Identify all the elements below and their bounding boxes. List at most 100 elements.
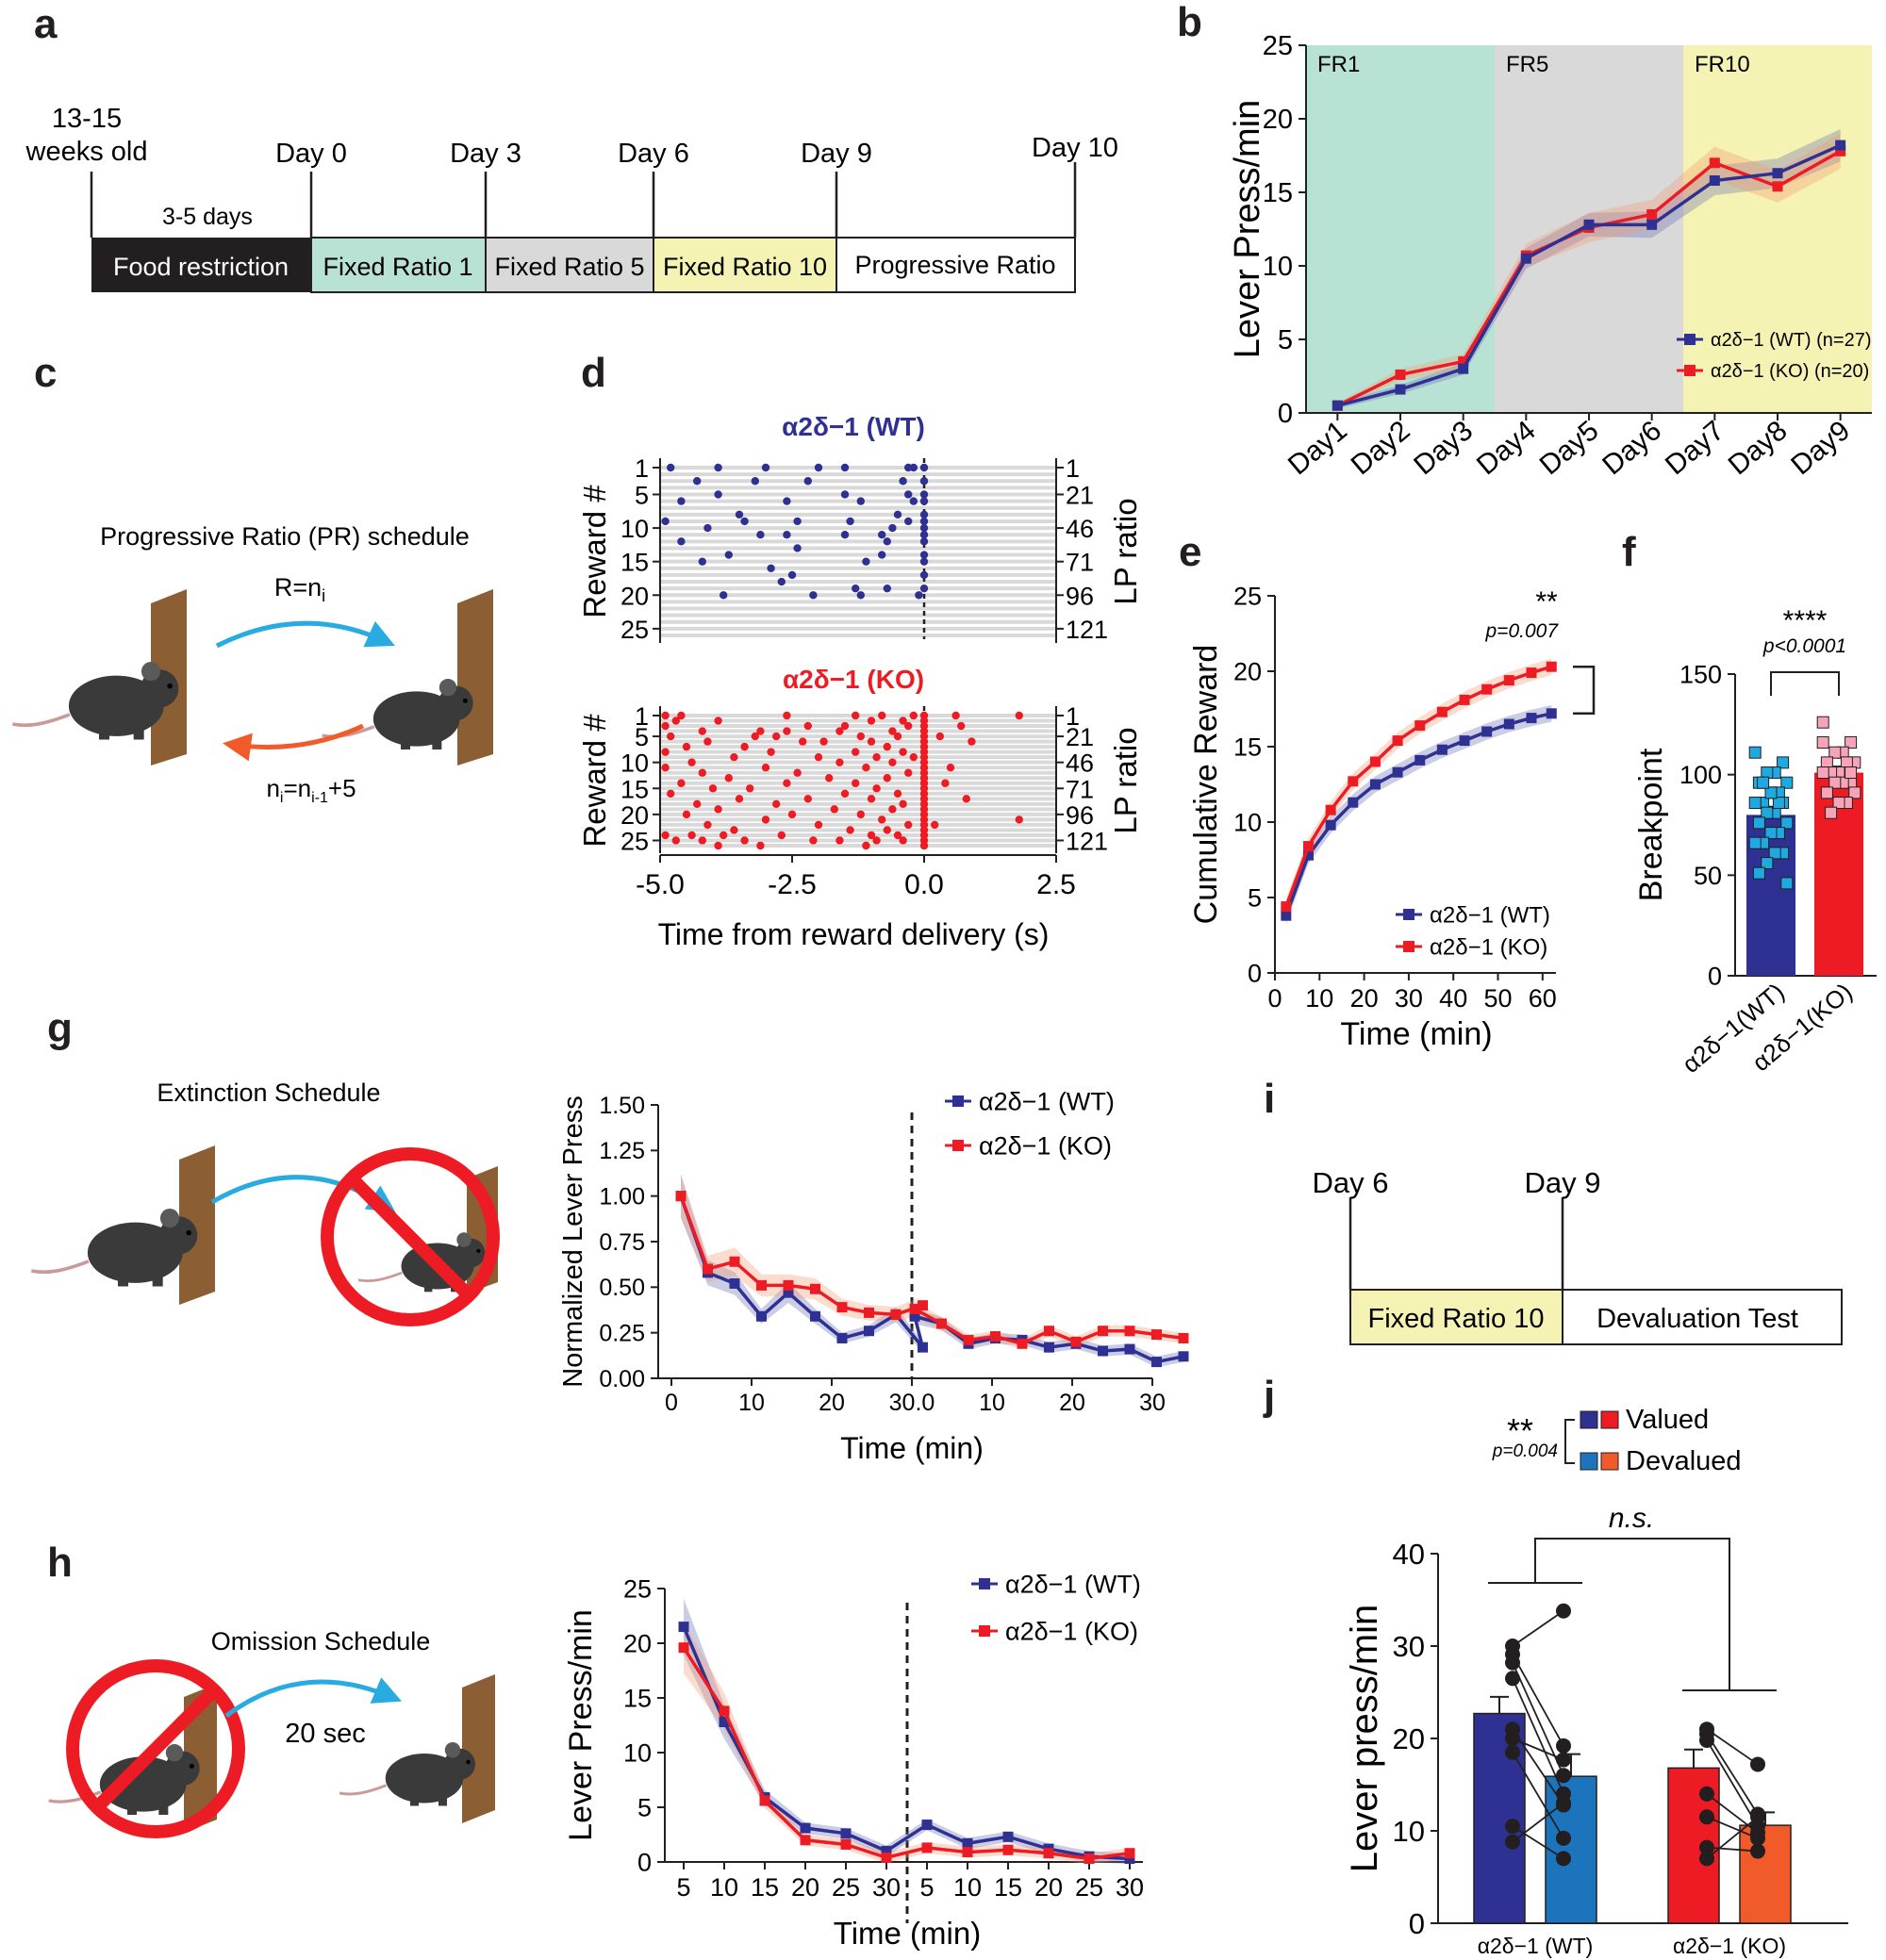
y-axis-label: Normalized Lever Press <box>558 1095 588 1387</box>
data-point <box>936 1318 947 1329</box>
x-tick-label: Day4 <box>1471 415 1542 481</box>
x-tick-label: α2δ−1 (KO) <box>1673 1934 1786 1958</box>
ns-label: n.s. <box>1609 1503 1654 1534</box>
lever-press-dot <box>751 732 759 741</box>
lever-press-dot <box>888 523 897 533</box>
subject-point <box>1505 1834 1520 1850</box>
phase-label: FR10 <box>1695 52 1750 77</box>
individual-point <box>1828 776 1842 789</box>
y-tick-label-right: 121 <box>1066 616 1108 644</box>
phase-fixed-ratio-1: Fixed Ratio 1 <box>323 253 472 281</box>
subject-pair-line <box>1512 1654 1564 1747</box>
subject-point <box>1750 1809 1765 1825</box>
legend-label-valued: Valued <box>1626 1405 1709 1435</box>
data-point <box>963 1334 974 1345</box>
y-tick-label: 0.25 <box>599 1320 645 1346</box>
x-tick-label: Day9 <box>1785 415 1856 481</box>
sem-band <box>1337 128 1841 409</box>
data-point <box>678 1642 689 1654</box>
lever-press-dot <box>909 711 918 720</box>
lever-press-dot <box>835 836 844 845</box>
y-tick-label-right: 21 <box>1066 723 1094 751</box>
data-point <box>1526 713 1537 724</box>
lever-press-dot <box>671 716 680 725</box>
lever-press-dot <box>883 537 891 546</box>
data-point <box>1124 1343 1135 1355</box>
lever-press-dot <box>852 711 860 720</box>
data-point <box>1325 819 1336 831</box>
subject-point <box>1556 1768 1571 1784</box>
lever-press-dot <box>777 831 786 840</box>
y-tick-label: 1 <box>635 702 649 731</box>
lever-press-dot <box>767 564 775 572</box>
pr-schedule-illustration: Progressive Ratio (PR) schedule R=ni ni=… <box>10 522 493 806</box>
data-point <box>962 1837 973 1849</box>
legend-ko-label: α2δ−1 (KO) <box>1005 1617 1138 1645</box>
data-point <box>1546 708 1557 719</box>
subject-pair-line <box>1706 1816 1759 1860</box>
lever-press-dot <box>682 742 691 751</box>
lever-press-dot <box>661 748 670 756</box>
y-tick-label: 150 <box>1679 660 1722 688</box>
y-tick-label: 5 <box>1248 883 1262 912</box>
lever-press-dot <box>677 537 686 546</box>
lever-press-dot <box>661 831 670 840</box>
data-point <box>1772 181 1783 192</box>
data-point <box>1459 694 1470 705</box>
lever-press-dot <box>919 523 929 533</box>
prohibited-icon <box>66 1659 245 1838</box>
lever-press-dot <box>714 716 722 725</box>
x-tick-label: -2.5 <box>768 869 817 900</box>
extinction-title: Extinction Schedule <box>157 1079 380 1107</box>
data-point <box>1526 667 1537 679</box>
lever-press-dot <box>756 841 765 850</box>
data-point <box>1098 1326 1108 1337</box>
y-tick-label: 1.00 <box>599 1183 645 1210</box>
lever-press-dot <box>809 836 818 845</box>
x-tick-label: 20 <box>1059 1390 1085 1416</box>
subject-point <box>1556 1830 1571 1846</box>
subject-point <box>1505 1744 1520 1760</box>
x-tick-label: 0.0 <box>904 869 944 900</box>
subject-pair-line <box>1512 1752 1564 1839</box>
y-tick-label: 40 <box>1393 1538 1425 1571</box>
legend-swatch-ko-valued <box>1600 1410 1619 1429</box>
lever-press-dot <box>835 758 844 766</box>
x-tick-label: 10 <box>738 1390 765 1416</box>
subject-point <box>1556 1752 1571 1768</box>
data-point <box>840 1828 852 1839</box>
lever-press-dot <box>677 711 686 720</box>
lever-press-dot <box>862 764 870 772</box>
panel-label-i: i <box>1264 1076 1275 1122</box>
y-tick-label: 1.50 <box>599 1093 645 1119</box>
lever-press-dot <box>904 517 913 526</box>
lever-press-dot <box>830 805 838 814</box>
subject-point <box>1750 1843 1765 1859</box>
data-point <box>962 1847 973 1858</box>
y-tick-label: 0 <box>1248 959 1262 987</box>
lever-press-dot <box>772 799 781 809</box>
y-tick-label-right: 96 <box>1066 801 1094 830</box>
y-tick-label: 5 <box>1278 325 1293 355</box>
individual-point <box>1816 716 1829 729</box>
y-tick-label: 0.75 <box>599 1229 645 1256</box>
day6-label: Day 6 <box>1313 1166 1389 1199</box>
lever-press-dot <box>735 510 744 519</box>
y-axis-label: Cumulative Reward <box>1188 645 1224 925</box>
lever-press-dot <box>899 799 907 809</box>
lever-press-dot <box>661 721 670 731</box>
x-tick-label: 5 <box>919 1873 934 1902</box>
x-tick-label: 25 <box>832 1873 860 1902</box>
data-point <box>719 1717 730 1728</box>
phase-progressive-ratio: Progressive Ratio <box>854 251 1055 279</box>
lever-press-dot <box>962 795 970 803</box>
lever-press-dot <box>904 820 913 830</box>
lever-panel-right <box>457 589 493 766</box>
y-tick-label: 25 <box>620 827 649 855</box>
lever-press-dot <box>814 463 823 472</box>
phase-food-restriction: Food restriction <box>113 253 289 281</box>
y-tick-label: 10 <box>1233 808 1262 836</box>
data-point <box>881 1852 892 1863</box>
x-axis-label: Time (min) <box>1340 1016 1492 1052</box>
individual-point <box>1780 776 1794 789</box>
